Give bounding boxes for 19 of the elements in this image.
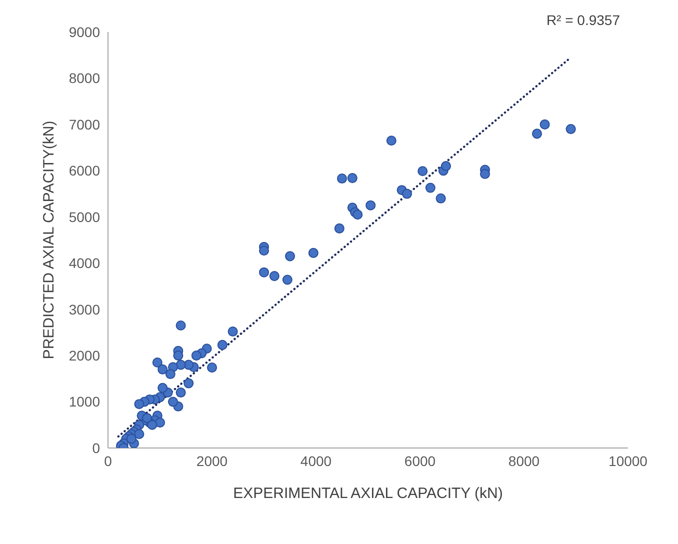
y-tick-label: 3000 <box>68 301 100 318</box>
y-tick-label: 7000 <box>68 116 100 132</box>
y-tick-label: 5000 <box>68 208 100 225</box>
y-tick-label: 1000 <box>68 394 100 410</box>
x-tick-label: 6000 <box>404 452 436 469</box>
y-tick-label: 2000 <box>68 348 100 364</box>
text: R² = 0.9357 <box>546 12 620 28</box>
x-tick-label: 10000 <box>608 452 648 469</box>
y-tick-label: 4000 <box>68 255 100 272</box>
y-axis-title: PREDICTED AXIAL CAPACITY(kN) <box>40 120 58 360</box>
x-tick-label: 2000 <box>196 452 228 469</box>
x-tick-label: 0 <box>104 452 112 469</box>
x-tick-label: 4000 <box>300 452 332 469</box>
y-tick-label: 6000 <box>68 162 100 179</box>
x-tick-label: 8000 <box>508 452 540 469</box>
x-axis-title: EXPERIMENTAL AXIAL CAPACITY (kN) <box>233 485 503 502</box>
y-tick-label: 9000 <box>68 24 100 40</box>
y-tick-label: 8000 <box>68 70 100 86</box>
y-tick-label: 0 <box>92 440 100 456</box>
